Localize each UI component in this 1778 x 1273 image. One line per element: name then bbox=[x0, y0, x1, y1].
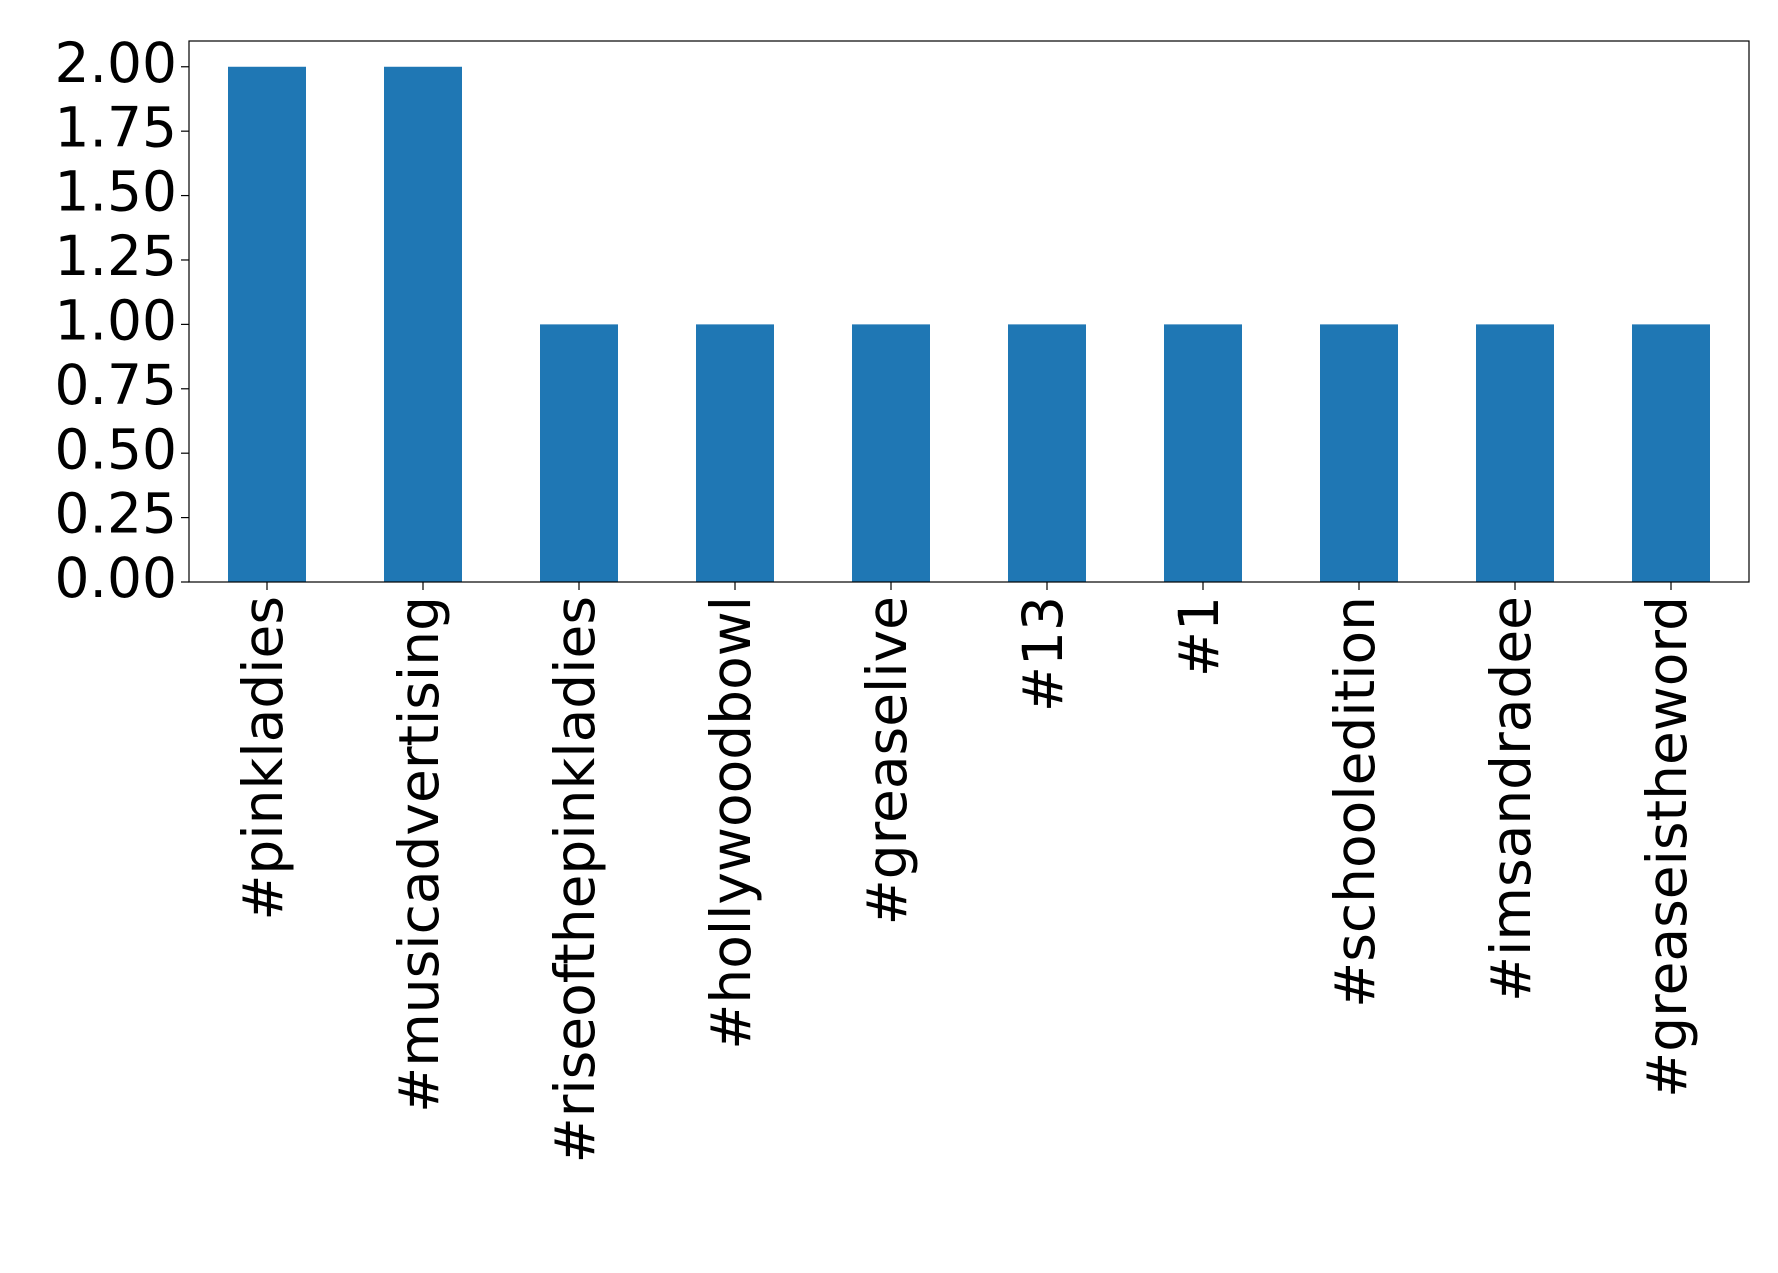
bar bbox=[384, 66, 462, 582]
y-tick-label: 0.25 bbox=[55, 482, 177, 546]
y-tick-label: 1.50 bbox=[55, 160, 177, 224]
bar bbox=[1632, 324, 1710, 582]
x-tick-label: #greaseistheword bbox=[1635, 596, 1699, 1098]
bar bbox=[228, 66, 306, 582]
plot-frame bbox=[188, 40, 1750, 583]
x-tick-label: #greaselive bbox=[855, 596, 919, 925]
x-tick-label: #pinkladies bbox=[231, 596, 295, 921]
bar bbox=[1164, 324, 1242, 582]
y-tick-label: 2.00 bbox=[55, 31, 177, 95]
x-tick-label: #musicadvertising bbox=[387, 596, 451, 1113]
bar bbox=[1008, 324, 1086, 582]
x-tick-label: #hollywoodbowl bbox=[699, 596, 763, 1050]
y-tick-label: 1.25 bbox=[55, 224, 177, 288]
y-tick-label: 0.75 bbox=[55, 353, 177, 417]
x-tick-label: #13 bbox=[1011, 596, 1075, 712]
bar bbox=[1320, 324, 1398, 582]
bar bbox=[696, 324, 774, 582]
y-tick-label: 1.75 bbox=[55, 95, 177, 159]
x-tick-label: #1 bbox=[1167, 596, 1231, 677]
x-tick-label: #riseofthepinkladies bbox=[543, 596, 607, 1163]
x-tick-label: #schooledition bbox=[1323, 596, 1387, 1008]
bar bbox=[852, 324, 930, 582]
y-tick-label: 0.50 bbox=[55, 417, 177, 481]
y-tick-label: 1.00 bbox=[55, 289, 177, 353]
bar bbox=[540, 324, 618, 582]
y-tick-label: 0.00 bbox=[55, 546, 177, 610]
bar bbox=[1476, 324, 1554, 582]
x-tick-label: #imsandradee bbox=[1479, 596, 1543, 1002]
